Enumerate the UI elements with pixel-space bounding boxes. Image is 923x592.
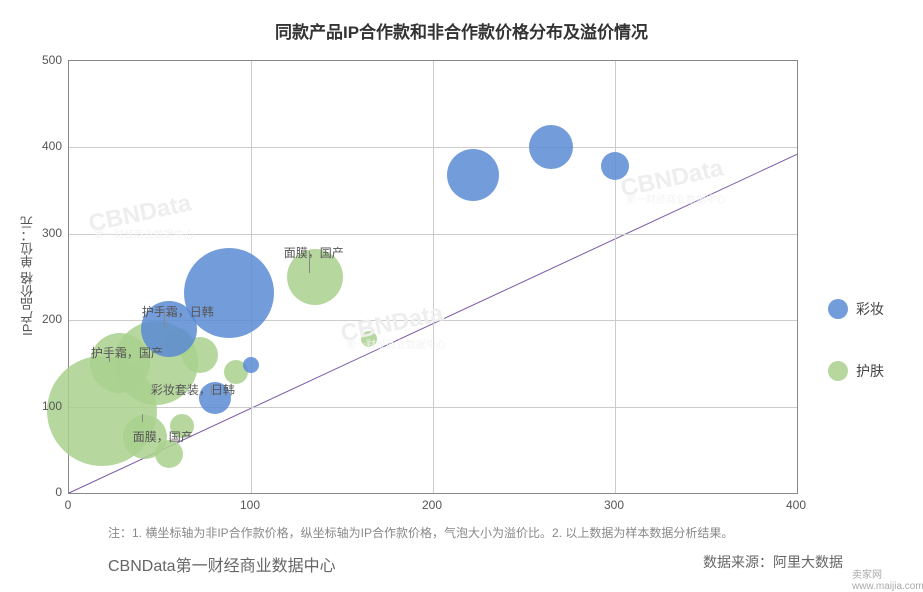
legend-dot-caizhuang	[828, 299, 848, 319]
footnote: 注：1. 横坐标轴为非IP合作款价格，纵坐标轴为IP合作款价格，气泡大小为溢价比…	[108, 524, 733, 541]
x-tick: 200	[422, 498, 442, 512]
annotation-label: 面膜，国产	[133, 428, 193, 445]
y-tick: 100	[38, 399, 62, 413]
bubble-caizhuang	[243, 357, 259, 373]
watermark-sub: 第一财经商业数据中心	[346, 336, 446, 351]
y-tick: 300	[38, 226, 62, 240]
annotation-label: 护手霜，国产	[91, 344, 163, 361]
gridline-h	[69, 147, 797, 148]
legend-label-caizhuang: 彩妆	[856, 299, 884, 319]
watermark-sub: 第一财经商业数据中心	[626, 191, 726, 206]
bubble-caizhuang	[529, 125, 573, 169]
x-tick: 300	[604, 498, 624, 512]
y-tick: 500	[38, 53, 62, 67]
chart-title: 同款产品IP合作款和非合作款价格分布及溢价情况	[0, 18, 923, 43]
annotation-label: 护手霜，日韩	[142, 303, 214, 320]
y-tick: 0	[38, 485, 62, 499]
annotation-line	[109, 350, 110, 361]
y-tick: 200	[38, 312, 62, 326]
footer-source-left: CBNData第一财经商业数据中心	[108, 552, 336, 576]
y-axis-label: IP产品价格 单位：元	[18, 216, 37, 336]
annotation-line	[211, 386, 212, 396]
legend-dot-hufu	[828, 361, 848, 381]
annotation-label: 面膜，国产	[284, 244, 344, 261]
x-tick: 100	[240, 498, 260, 512]
gridline-v	[615, 61, 616, 493]
x-tick: 400	[786, 498, 806, 512]
corner-logo: 卖家网 www.maijia.com	[852, 566, 923, 592]
chart-container: { "title":{"text":"同款产品IP合作款和非合作款价格分布及溢价…	[0, 0, 923, 589]
gridline-h	[69, 407, 797, 408]
annotation-line	[142, 414, 143, 423]
footer-source-right: 数据来源：阿里大数据	[703, 552, 843, 572]
y-tick: 400	[38, 139, 62, 153]
annotation-line	[309, 251, 310, 273]
gridline-v	[433, 61, 434, 493]
annotation-line	[164, 310, 165, 327]
legend-label-hufu: 护肤	[856, 361, 884, 381]
bubble-caizhuang	[447, 149, 499, 201]
x-tick: 0	[65, 498, 72, 512]
bubble-caizhuang	[184, 248, 274, 338]
plot-area: 护手霜，国产护手霜，日韩彩妆套装，日韩面膜，国产面膜，国产	[68, 60, 798, 494]
annotation-label: 彩妆套装，日韩	[151, 381, 235, 398]
watermark-sub: 第一财经商业数据中心	[94, 226, 194, 241]
